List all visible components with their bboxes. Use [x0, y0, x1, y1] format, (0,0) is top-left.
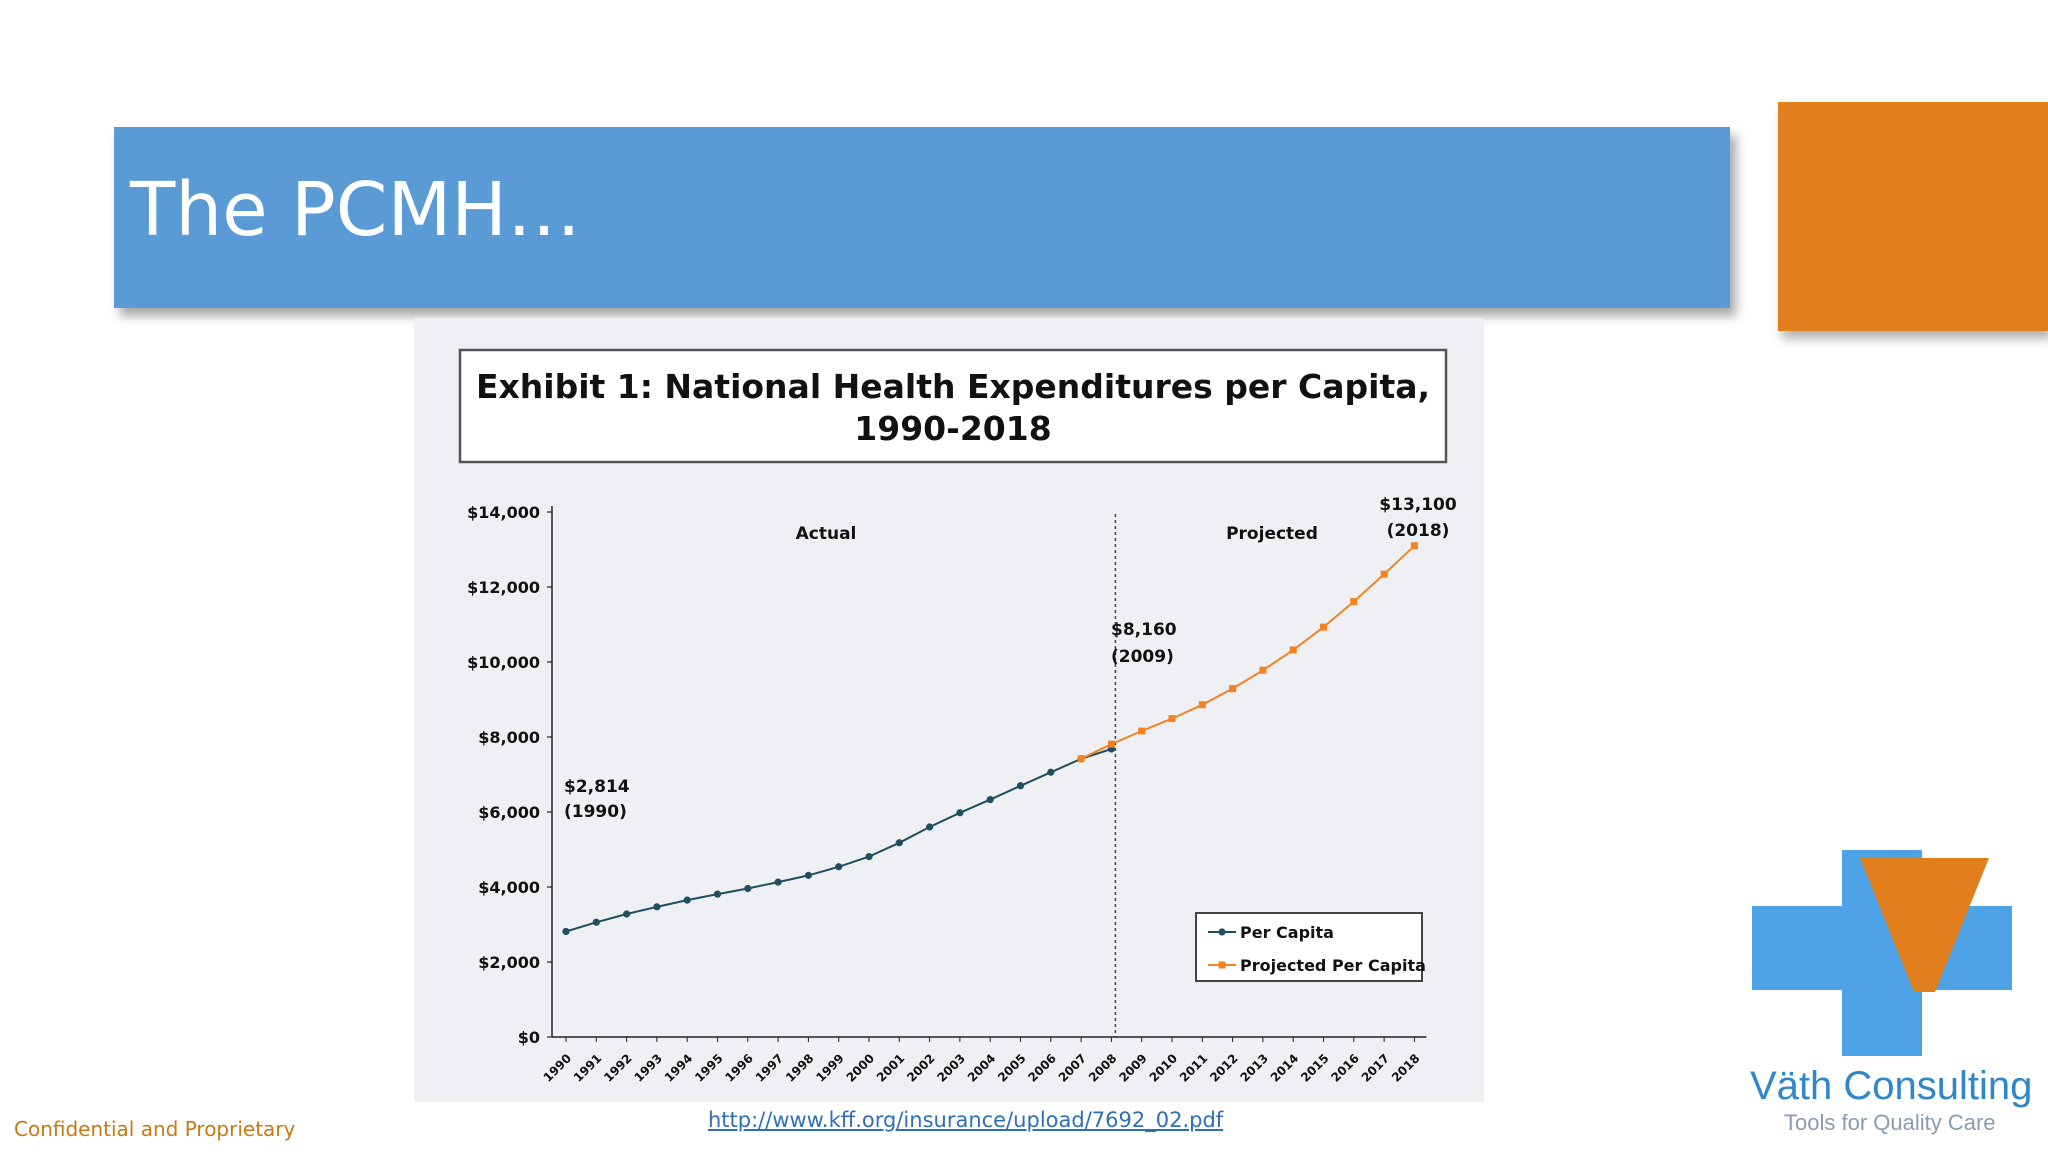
legend-label-per-capita: Per Capita — [1240, 923, 1334, 942]
x-tick-label: 2006 — [1025, 1051, 1059, 1085]
legend-swatch-marker-projected — [1218, 961, 1226, 969]
x-tick-label: 2017 — [1359, 1051, 1393, 1085]
v-cross-logo-icon — [1752, 850, 2012, 1056]
x-tick-label: 2004 — [965, 1051, 999, 1085]
title-bar: The PCMH… — [114, 127, 1730, 308]
x-tick-label: 1993 — [632, 1051, 666, 1085]
source-link[interactable]: http://www.kff.org/insurance/upload/7692… — [708, 1108, 1224, 1132]
data-point-projected — [1107, 740, 1115, 748]
x-tick-label: 2005 — [995, 1051, 1029, 1085]
y-tick-label: $2,000 — [478, 953, 540, 972]
data-point-per-capita — [744, 884, 752, 893]
x-tick-label: 1990 — [541, 1051, 575, 1085]
data-point-per-capita — [895, 839, 903, 847]
x-tick-label: 2011 — [1177, 1051, 1211, 1085]
region-label-actual: Actual — [796, 524, 857, 544]
x-tick-label: 2009 — [1116, 1051, 1150, 1085]
data-point-per-capita — [926, 823, 934, 831]
y-tick-label: $6,000 — [478, 803, 540, 822]
accent-block — [1778, 102, 2048, 331]
data-point-per-capita — [774, 878, 782, 886]
series-line-per-capita — [565, 748, 1112, 933]
x-tick-label: 1992 — [601, 1051, 635, 1085]
data-point-projected — [1259, 666, 1267, 674]
series-layer — [562, 542, 1418, 936]
data-point-projected — [1350, 598, 1358, 606]
chart-title-line2: 1990-2018 — [854, 409, 1051, 448]
y-tick-label: $12,000 — [467, 578, 540, 597]
x-tick-label: 2014 — [1268, 1051, 1302, 1085]
x-tick-label: 1995 — [692, 1051, 726, 1085]
data-point-per-capita — [865, 853, 873, 861]
x-tick-label: 1994 — [662, 1051, 696, 1085]
chart-panel: Exhibit 1: National Health Expenditures … — [414, 318, 1484, 1102]
y-tick-label: $4,000 — [478, 878, 540, 897]
data-point-projected — [1289, 646, 1297, 654]
data-point-per-capita — [562, 927, 570, 936]
chart-title-box — [458, 348, 1448, 464]
data-point-per-capita — [713, 890, 722, 898]
legend-swatch-marker-per-capita — [1218, 928, 1226, 936]
x-tick-label: 2001 — [874, 1051, 908, 1085]
logo-name: Väth Consulting — [1750, 1064, 2033, 1108]
x-tick-label: 2015 — [1298, 1051, 1332, 1085]
slide-title: The PCMH… — [130, 167, 581, 253]
y-tick-label: $8,000 — [478, 728, 540, 747]
data-point-per-capita — [653, 903, 661, 911]
y-tick-label: $10,000 — [467, 653, 540, 672]
chart-title-line1: Exhibit 1: National Health Expenditures … — [476, 367, 1430, 406]
y-tick-label: $14,000 — [467, 503, 540, 522]
data-point-projected — [1410, 542, 1418, 550]
x-tick-label: 2012 — [1207, 1051, 1241, 1085]
annotation-layer: $2,814 (1990) $8,160 (2009) $13,100 (2018) — [564, 495, 1457, 822]
x-tick-label: 2018 — [1389, 1051, 1423, 1085]
data-point-per-capita — [683, 896, 691, 904]
legend-label-projected: Projected Per Capita — [1240, 956, 1426, 975]
data-point-per-capita — [804, 871, 812, 879]
x-tick-label: 2002 — [904, 1051, 938, 1085]
x-tick-label: 2000 — [844, 1051, 878, 1085]
x-tick-label: 1997 — [753, 1051, 787, 1085]
annotation-2018-year: (2018) — [1387, 521, 1450, 541]
x-tick-label: 1998 — [783, 1051, 817, 1085]
x-tick-label: 2008 — [1086, 1051, 1120, 1085]
data-point-per-capita — [592, 918, 600, 926]
chart-legend: Per Capita Projected Per Capita — [1195, 912, 1426, 982]
data-point-projected — [1198, 701, 1206, 709]
logo-tagline: Tools for Quality Care — [1784, 1110, 1996, 1135]
x-tick-label: 2003 — [935, 1051, 969, 1085]
series-line-projected — [1080, 545, 1416, 760]
annotation-1990-value: $2,814 — [564, 777, 630, 797]
expenditure-chart: Exhibit 1: National Health Expenditures … — [458, 348, 1457, 1085]
x-tick-label: 2007 — [1056, 1051, 1090, 1085]
data-point-projected — [1229, 685, 1237, 693]
data-point-projected — [1077, 755, 1085, 763]
annotation-2018-value: $13,100 — [1379, 495, 1457, 515]
legend-box — [1195, 912, 1423, 982]
data-point-projected — [1138, 727, 1146, 735]
data-point-per-capita — [623, 910, 631, 918]
annotation-2009-year: (2009) — [1111, 647, 1174, 667]
data-point-per-capita — [956, 809, 964, 817]
x-tick-label: 1996 — [722, 1051, 756, 1085]
confidential-footer: Confidential and Proprietary — [14, 1117, 296, 1141]
x-tick-label: 2016 — [1328, 1051, 1362, 1085]
data-point-per-capita — [986, 796, 994, 804]
x-tick-label: 2010 — [1147, 1051, 1181, 1085]
x-tick-label: 1991 — [571, 1051, 605, 1085]
x-tick-label: 2013 — [1238, 1051, 1272, 1085]
region-label-projected: Projected — [1226, 524, 1318, 544]
x-tick-label: 1999 — [813, 1051, 847, 1085]
annotation-2009-value: $8,160 — [1111, 620, 1177, 640]
data-point-per-capita — [835, 863, 843, 871]
y-tick-label: $0 — [518, 1028, 540, 1047]
data-point-projected — [1168, 715, 1176, 723]
data-point-projected — [1320, 623, 1327, 631]
data-point-per-capita — [1016, 782, 1025, 790]
data-point-per-capita — [1047, 768, 1055, 776]
data-point-projected — [1380, 570, 1388, 578]
annotation-1990-year: (1990) — [564, 802, 627, 822]
